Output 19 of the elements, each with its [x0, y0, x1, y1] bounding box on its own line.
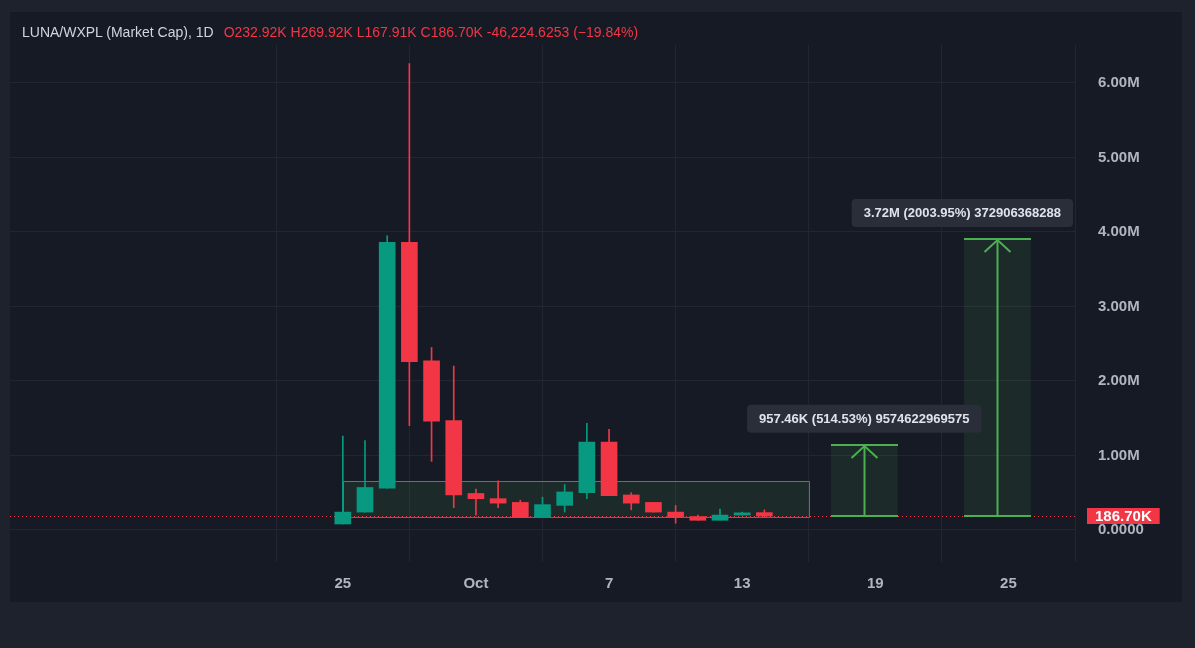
- x-tick-label: 13: [733, 574, 751, 592]
- chart-title: LUNA/WXPL (Market Cap), 1D: [22, 24, 214, 40]
- candlestick: [489, 480, 507, 508]
- candlestick: [334, 435, 352, 525]
- y-tick-label: 5.00M: [1098, 147, 1140, 165]
- x-tick-label: 19: [866, 574, 884, 592]
- y-tick-label: 1.00M: [1098, 445, 1140, 463]
- band-label: 957.46K (514.53%) 9574622969575: [759, 411, 970, 427]
- x-tick-label: 7: [604, 574, 614, 592]
- y-tick-label: 2.00M: [1098, 371, 1140, 389]
- y-tick-label: 6.00M: [1098, 73, 1140, 91]
- candlestick: [467, 488, 485, 516]
- x-tick-label: Oct: [463, 574, 489, 592]
- band-label: 3.72M (2003.95%) 372906368288: [863, 205, 1061, 221]
- y-tick-label: 3.00M: [1098, 296, 1140, 314]
- chart-subtitle: O232.92K H269.92K L167.91K C186.70K -46,224.6253 (−19.84%): [223, 24, 639, 40]
- y-tick-label: 4.00M: [1098, 222, 1140, 240]
- x-tick-label: 25: [1000, 574, 1017, 592]
- x-tick-label: 25: [334, 574, 352, 592]
